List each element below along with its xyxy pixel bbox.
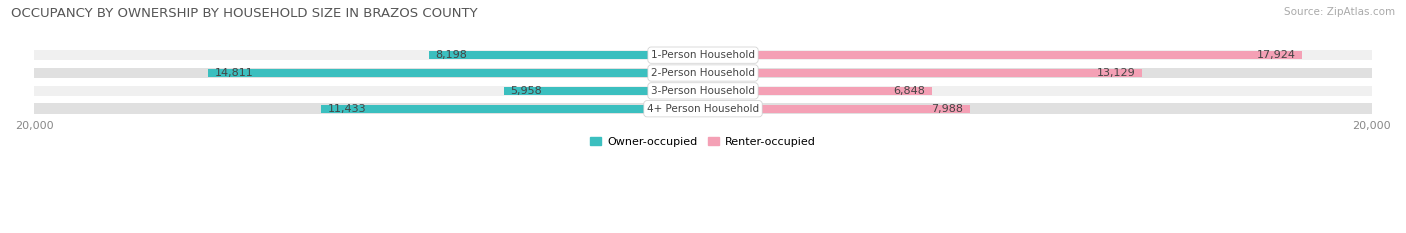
- Text: 1-Person Household: 1-Person Household: [651, 50, 755, 60]
- Text: 14,811: 14,811: [215, 68, 253, 78]
- Bar: [34, 68, 1372, 78]
- Text: 6,848: 6,848: [893, 86, 925, 96]
- Text: 7,988: 7,988: [931, 104, 963, 114]
- Text: 3-Person Household: 3-Person Household: [651, 86, 755, 96]
- Bar: [34, 103, 1372, 114]
- Bar: [703, 105, 970, 113]
- Legend: Owner-occupied, Renter-occupied: Owner-occupied, Renter-occupied: [586, 132, 820, 151]
- Bar: [429, 51, 703, 59]
- Text: 5,958: 5,958: [510, 86, 543, 96]
- Bar: [703, 69, 1142, 77]
- Text: Source: ZipAtlas.com: Source: ZipAtlas.com: [1284, 7, 1395, 17]
- Text: 17,924: 17,924: [1257, 50, 1295, 60]
- Bar: [703, 87, 932, 95]
- Text: OCCUPANCY BY OWNERSHIP BY HOUSEHOLD SIZE IN BRAZOS COUNTY: OCCUPANCY BY OWNERSHIP BY HOUSEHOLD SIZE…: [11, 7, 478, 20]
- Text: 13,129: 13,129: [1097, 68, 1135, 78]
- Bar: [208, 69, 703, 77]
- Bar: [34, 50, 1372, 61]
- Bar: [703, 51, 1302, 59]
- Text: 11,433: 11,433: [328, 104, 366, 114]
- Bar: [34, 86, 1372, 96]
- Bar: [503, 87, 703, 95]
- Text: 8,198: 8,198: [436, 50, 467, 60]
- Bar: [321, 105, 703, 113]
- Text: 4+ Person Household: 4+ Person Household: [647, 104, 759, 114]
- Text: 2-Person Household: 2-Person Household: [651, 68, 755, 78]
